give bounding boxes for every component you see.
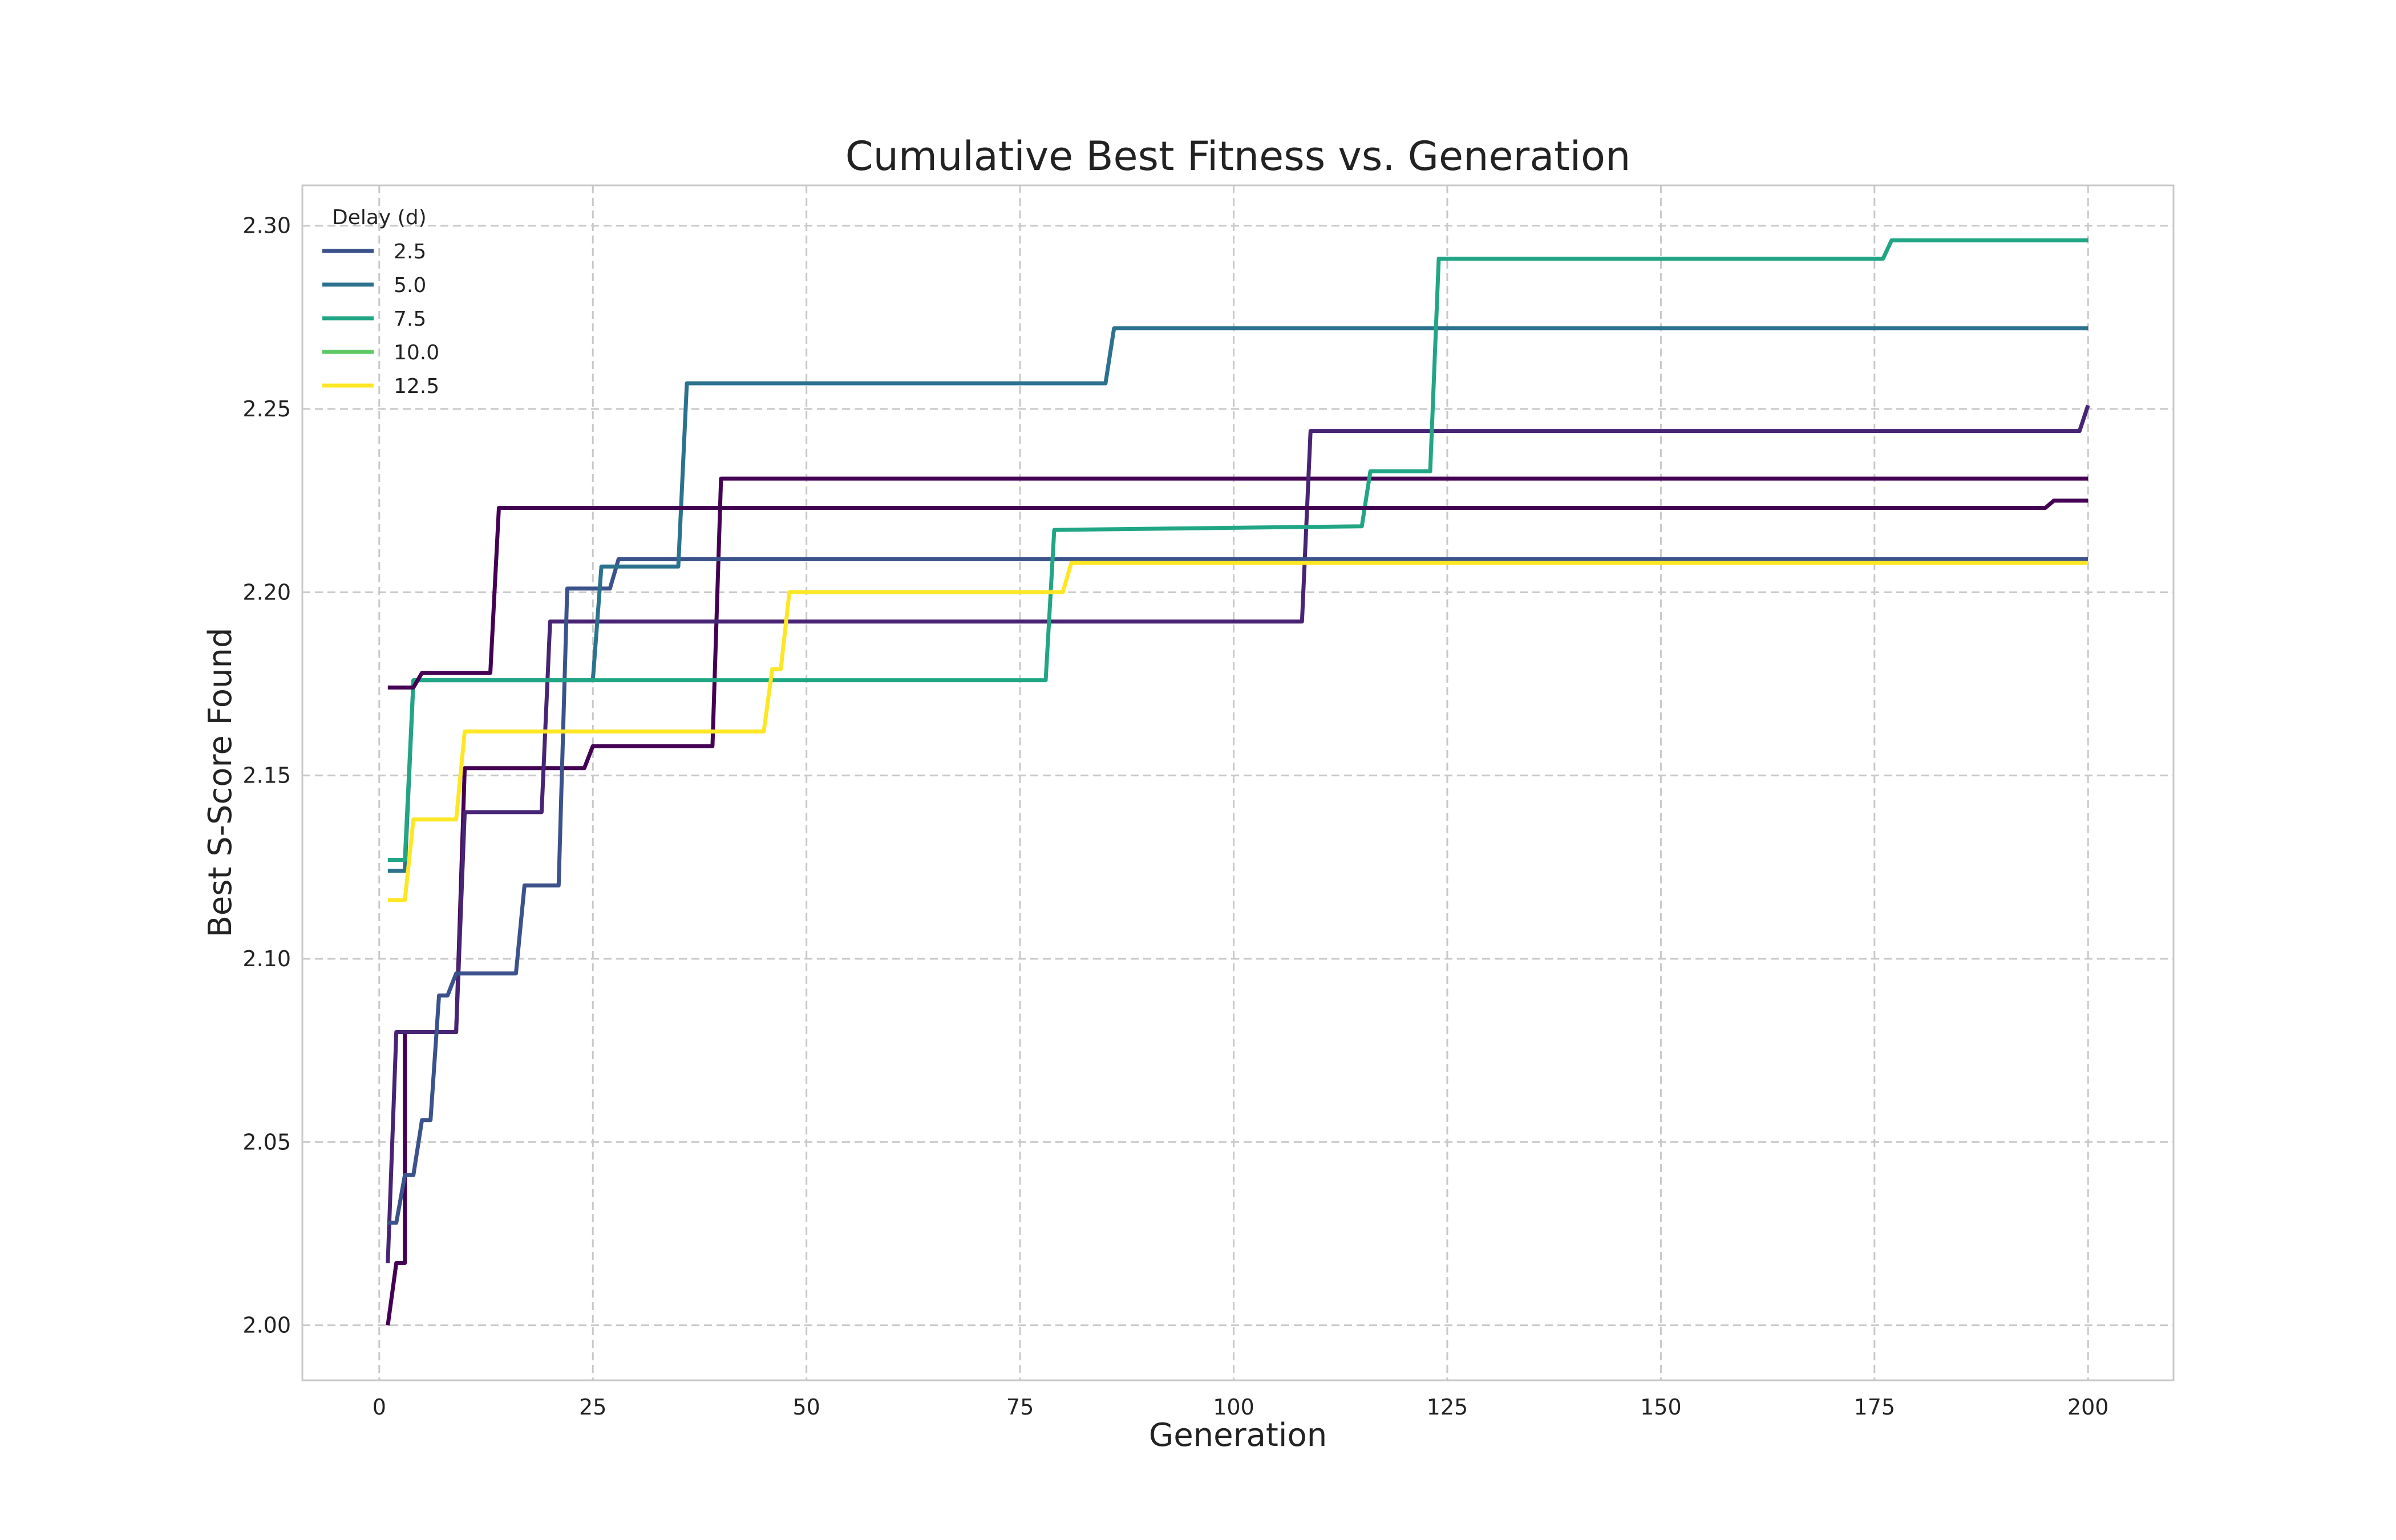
legend-label: 10.0 (394, 341, 439, 364)
y-tick-label: 2.05 (242, 1129, 291, 1154)
series-line-6 (387, 561, 2089, 902)
y-tick-label: 2.00 (242, 1313, 291, 1338)
y-tick-label: 2.30 (242, 213, 291, 238)
plot-frame (301, 184, 2175, 1381)
series-line-5 (387, 238, 2089, 862)
series-line-3 (387, 557, 2089, 1225)
y-tick-label: 2.15 (242, 763, 291, 788)
legend-title: Delay (d) (332, 206, 427, 229)
x-tick-label: 150 (1640, 1395, 1682, 1420)
legend-entries: 2.5 5.0 7.5 10.0 12.5 (322, 240, 439, 398)
legend-label: 7.5 (394, 307, 426, 331)
x-tick-label: 0 (373, 1395, 386, 1420)
series-line-7 (387, 499, 2089, 690)
x-tick-label: 75 (1006, 1395, 1034, 1420)
legend-label: 12.5 (394, 375, 439, 398)
y-tick-label: 2.10 (242, 946, 291, 971)
y-tick-label: 2.25 (242, 396, 291, 422)
chart-title: Cumulative Best Fitness vs. Generation (845, 133, 1631, 180)
legend-label: 2.5 (394, 240, 426, 264)
grid-lines (302, 185, 2174, 1380)
x-tick-label: 50 (792, 1395, 820, 1420)
x-tick-labels: 0 25 50 75 100 125 150 175 200 (373, 1395, 2109, 1420)
x-tick-label: 200 (2067, 1395, 2109, 1420)
legend-label: 5.0 (394, 274, 426, 297)
series-lines (386, 238, 2090, 1326)
x-axis-label: Generation (1149, 1417, 1327, 1454)
x-tick-label: 175 (1854, 1395, 1896, 1420)
x-tick-label: 125 (1427, 1395, 1468, 1420)
legend: Delay (d) 2.5 5.0 7.5 10.0 12.5 (322, 206, 439, 398)
y-axis-label: Best S-Score Found (202, 627, 239, 937)
series-line-2 (386, 404, 2090, 1263)
x-tick-label: 100 (1213, 1395, 1254, 1420)
x-tick-label: 25 (579, 1395, 606, 1420)
series-line-1 (386, 476, 2089, 1326)
y-tick-labels: 2.00 2.05 2.10 2.15 2.20 2.25 2.30 (242, 213, 291, 1338)
y-tick-label: 2.20 (242, 579, 291, 605)
